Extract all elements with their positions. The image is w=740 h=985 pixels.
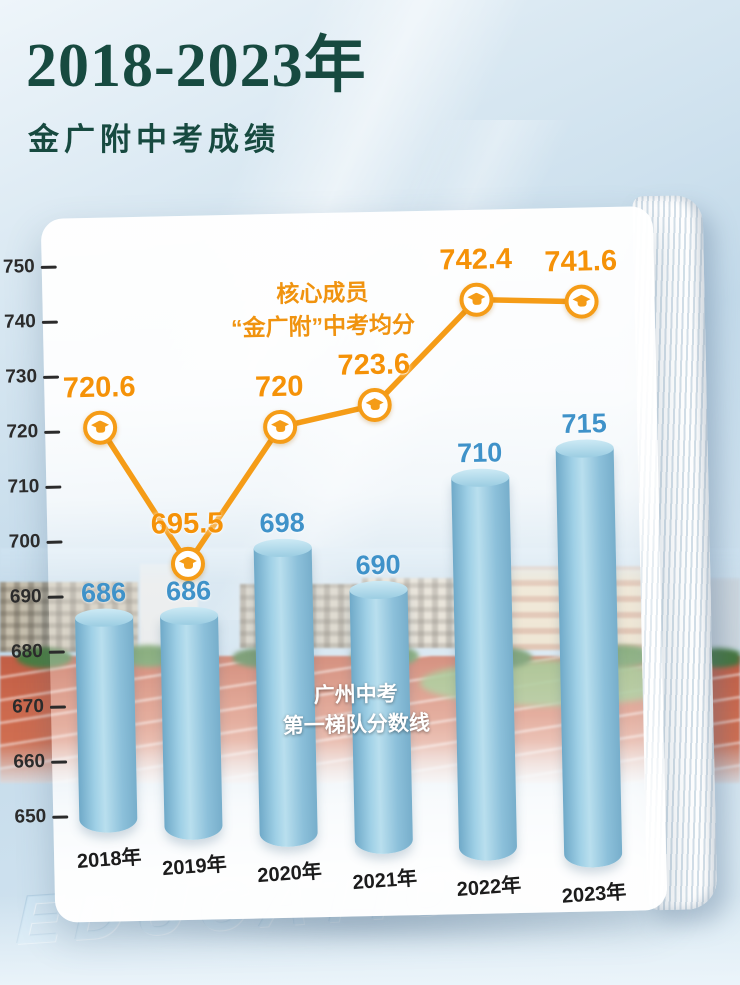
y-tick-label: 680 [10,640,43,663]
graduation-cap-icon [271,420,289,434]
header: 2018-2023年 金广附中考成绩 [26,14,367,159]
line-value-label: 695.5 [150,506,224,541]
line-value-label: 723.6 [337,348,411,382]
y-tick-label: 730 [5,366,38,388]
line-marker [170,546,206,581]
graduation-cap-icon [366,398,384,412]
page-subtitle: 金广附中考成绩 [28,122,280,157]
line-marker [459,282,494,317]
graduation-cap-icon [179,556,197,570]
graduation-cap-base [472,298,482,305]
graduation-cap-icon [572,295,590,309]
graduation-cap-base [370,404,380,411]
chart-panel: 750 740 730 720 710 700 690 680 670 660 650 686 201… [3,206,668,923]
y-tick-label: 670 [12,695,45,718]
graduation-cap-base [577,300,587,307]
line-value-label: 741.6 [544,245,618,279]
y-tick-label: 690 [9,585,42,608]
line-marker [82,410,118,445]
graduation-cap-base [276,425,286,433]
y-tick-label: 710 [7,475,40,498]
book: 750 740 730 720 710 700 690 680 670 660 650 686 201… [3,191,718,935]
y-tick-label: 720 [6,421,39,443]
y-tick-label: 740 [3,311,37,333]
y-tick-label: 650 [14,805,47,828]
graduation-cap-base [96,426,106,433]
graduation-cap-icon [91,420,109,434]
graduation-cap-base [183,562,194,569]
y-tick-label: 750 [2,256,35,278]
graduation-cap-icon [467,292,485,306]
line-series: 720.6 695.5 720 723.6 742.4 741.6 [41,206,668,923]
y-tick-label: 660 [13,750,46,773]
page-title: 2018-2023年 [26,32,367,100]
y-tick-label: 700 [8,530,41,553]
line-value-label: 720.6 [62,370,136,405]
